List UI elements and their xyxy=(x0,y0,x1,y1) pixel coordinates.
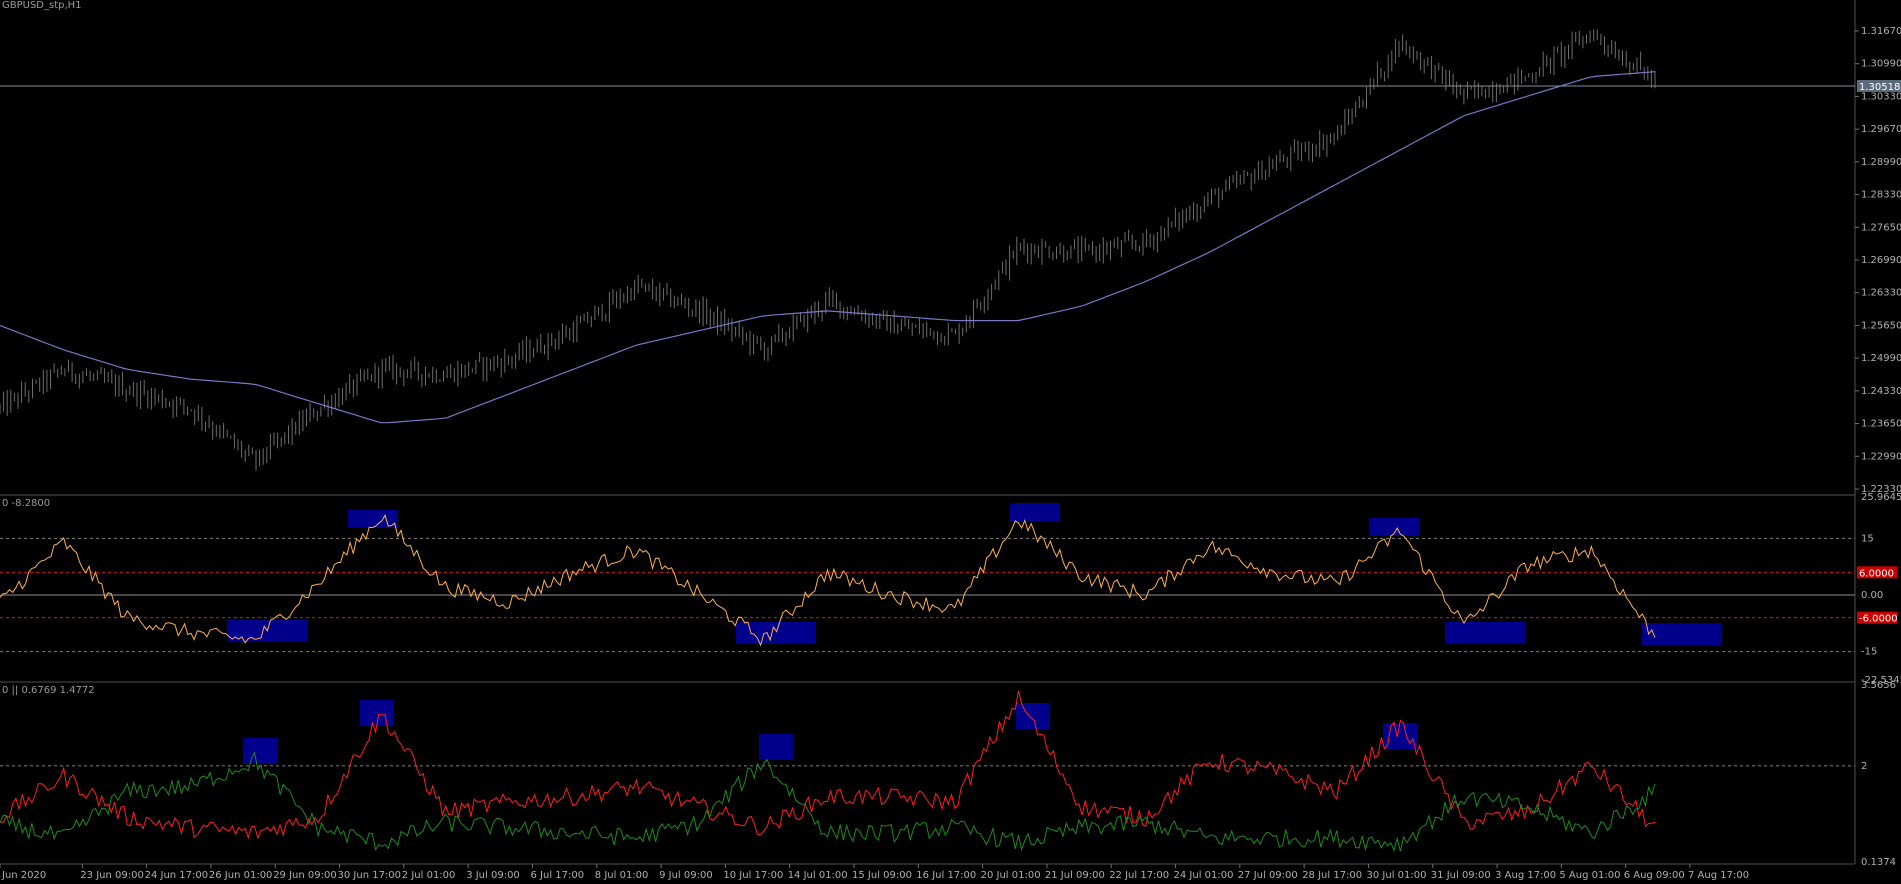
price-tick-label: 1.24990 xyxy=(1861,353,1901,364)
time-tick-label: 2 Jul 01:00 xyxy=(402,870,456,881)
time-tick-label: 24 Jun 17:00 xyxy=(145,870,209,881)
osc1-level-badge xyxy=(1857,566,1897,579)
time-tick-label: 21 Jul 09:00 xyxy=(1045,870,1105,881)
signal-highlight xyxy=(1445,622,1525,644)
osc1-tick-label: 25.9645 xyxy=(1861,492,1901,503)
time-tick-label: 31 Jul 09:00 xyxy=(1431,870,1491,881)
time-tick-label: 23 Jun 09:00 xyxy=(80,870,144,881)
current-price-label: 1.30518 xyxy=(1859,82,1900,93)
price-tick-label: 1.24330 xyxy=(1861,386,1901,397)
osc1-tick-label: -22.5345 xyxy=(1861,675,1901,686)
signal-highlight xyxy=(348,510,398,528)
time-axis-ticks: Jun 2020 23 Jun 09:00 24 Jun 17:00 26 Jun 0… xyxy=(0,864,1749,881)
price-tick-label: 1.28990 xyxy=(1861,157,1901,168)
time-tick-label: 3 Aug 17:00 xyxy=(1495,870,1556,881)
price-tick-label: 1.27650 xyxy=(1861,222,1901,233)
osc1-level-label: 6.0000 xyxy=(1859,568,1894,579)
osc2-tick-label: 0.1374 xyxy=(1861,857,1896,868)
time-tick-label: 26 Jun 01:00 xyxy=(209,870,273,881)
time-tick-label: 15 Jul 09:00 xyxy=(852,870,912,881)
signal-highlight xyxy=(1369,518,1419,536)
time-tick-label: 20 Jul 01:00 xyxy=(981,870,1041,881)
osc2-header: 0 || 0.6769 1.4772 xyxy=(2,685,95,696)
price-tick-label: 1.29670 xyxy=(1861,124,1901,135)
osc2-tick-label: 3.5656 xyxy=(1861,680,1896,691)
time-tick-label: 30 Jun 17:00 xyxy=(338,870,402,881)
signal-highlight xyxy=(759,734,793,760)
time-tick-label: 6 Jul 17:00 xyxy=(531,870,585,881)
osc1-panel: 25.9645 15 0.00 -15 -22.5345 6.0000 -6.0000 xyxy=(0,492,1901,686)
signal-highlight xyxy=(1016,703,1050,729)
time-tick-label: 8 Jul 01:00 xyxy=(595,870,649,881)
time-tick-label: 3 Jul 09:00 xyxy=(466,870,520,881)
price-tick-label: 1.22330 xyxy=(1861,484,1901,495)
time-tick-label: Jun 2020 xyxy=(1,870,46,881)
time-tick-label: 29 Jun 09:00 xyxy=(273,870,337,881)
osc1-level-label: -6.0000 xyxy=(1859,614,1898,625)
osc1-tick-label: -15 xyxy=(1861,647,1877,658)
time-tick-label: 6 Aug 09:00 xyxy=(1624,870,1685,881)
time-tick-label: 10 Jul 17:00 xyxy=(723,870,783,881)
signal-highlight xyxy=(1383,723,1417,749)
time-tick-label: 22 Jul 17:00 xyxy=(1109,870,1169,881)
osc2-tick-label: 2 xyxy=(1861,761,1867,772)
price-panel xyxy=(0,29,1656,471)
price-tick-label: 1.26330 xyxy=(1861,288,1901,299)
price-tick-label: 1.30330 xyxy=(1861,91,1901,102)
osc1-tick-label: 0.00 xyxy=(1861,590,1883,601)
current-price-badge xyxy=(1857,80,1901,92)
time-tick-label: 24 Jul 01:00 xyxy=(1174,870,1234,881)
chart-title: GBPUSD_stp,H1 xyxy=(2,0,82,11)
signal-highlight xyxy=(1642,623,1722,645)
time-tick-label: 27 Jul 09:00 xyxy=(1238,870,1298,881)
time-tick-label: 9 Jul 09:00 xyxy=(659,870,713,881)
moving-average-line xyxy=(0,71,1656,424)
price-tick-label: 1.30990 xyxy=(1861,59,1901,70)
osc1-line xyxy=(0,514,1656,647)
price-tick-label: 1.26990 xyxy=(1861,255,1901,266)
signal-highlight xyxy=(243,738,277,764)
time-tick-label: 28 Jul 17:00 xyxy=(1302,870,1362,881)
signal-highlight xyxy=(1010,503,1060,521)
price-tick-label: 1.23650 xyxy=(1861,419,1901,430)
osc1-level-badge xyxy=(1857,611,1897,624)
price-tick-label: 1.25650 xyxy=(1861,320,1901,331)
price-tick-label: 1.31670 xyxy=(1861,26,1901,37)
time-tick-label: 16 Jul 17:00 xyxy=(916,870,976,881)
osc1-tick-label: 15 xyxy=(1861,533,1874,544)
time-tick-label: 14 Jul 01:00 xyxy=(788,870,848,881)
osc1-header: 0 -8.2800 xyxy=(2,498,50,509)
price-tick-label: 1.28330 xyxy=(1861,190,1901,201)
osc2-panel: 3.5656 2 0.1374 xyxy=(0,680,1896,868)
time-tick-label: 7 Aug 17:00 xyxy=(1688,870,1749,881)
signal-highlight xyxy=(736,622,816,644)
osc2-green-line xyxy=(0,751,1656,852)
osc2-red-line xyxy=(0,690,1656,840)
time-tick-label: 5 Aug 01:00 xyxy=(1559,870,1620,881)
price-axis-ticks: 1.31670 1.30990 1.30330 1.29670 1.28990 1.283… xyxy=(1855,26,1901,495)
price-tick-label: 1.22990 xyxy=(1861,451,1901,462)
time-tick-label: 30 Jul 01:00 xyxy=(1367,870,1427,881)
